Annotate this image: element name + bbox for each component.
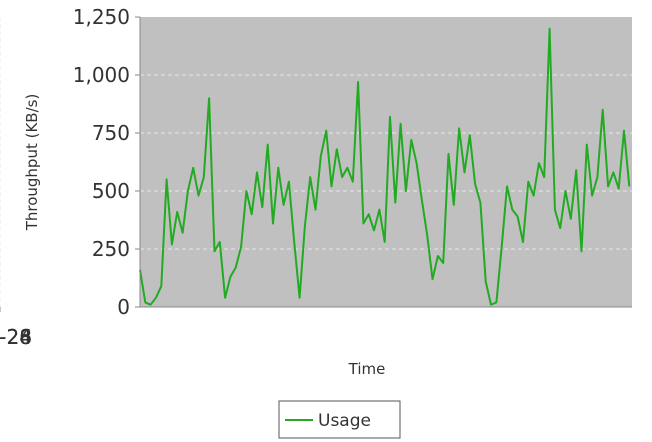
y-tick-label: 1,000 [73, 63, 130, 87]
y-tick-labels: 0 250 500 750 1,000 1,250 [73, 5, 130, 319]
y-tick-label: 0 [117, 295, 130, 319]
y-tick-label: 250 [92, 237, 130, 261]
series-line-usage [139, 27, 631, 306]
x-tick-label: Jun-24 [0, 325, 32, 349]
x-tick-label: Jun-28 [0, 325, 32, 349]
plot-area [140, 17, 632, 307]
axis-ticks [0, 16, 140, 312]
x-tick-label: Jun-26 [0, 325, 32, 349]
legend: Usage [278, 400, 401, 439]
legend-label-usage: Usage [318, 411, 371, 431]
y-axis-title: Throughput (KB/s) [23, 94, 41, 232]
x-tick-labels: Jun-24Jun-26Jun-28 [0, 325, 32, 349]
y-tick-label: 1,250 [73, 5, 130, 29]
y-tick-label: 750 [92, 121, 130, 145]
y-tick-label: 500 [92, 179, 130, 203]
x-axis-title: Time [348, 360, 386, 378]
